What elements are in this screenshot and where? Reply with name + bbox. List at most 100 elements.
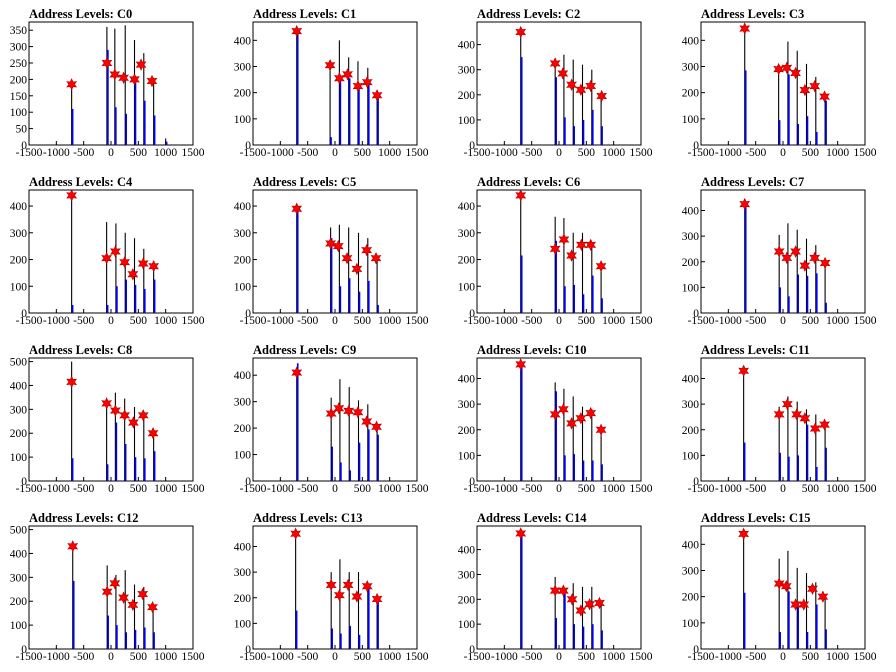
chart-title: Address Levels: C1 (253, 7, 356, 21)
peak-marker (325, 407, 337, 420)
x-tick-label: 0 (332, 315, 338, 327)
peak-marker (351, 590, 363, 603)
peak-marker (575, 411, 587, 425)
y-tick-label: 300 (682, 399, 700, 411)
peak-marker (324, 58, 336, 72)
x-tick-label: -1500 (688, 483, 715, 495)
chart-svg: Address Levels: C14 0 100 200 300 400 -1500 -10… (458, 511, 653, 663)
plot-frame (28, 357, 194, 482)
peak-marker (66, 78, 78, 91)
peak-marker (798, 598, 810, 611)
chart-panel-1: Address Levels: C1 0 100 200 300 400 -1500 -100… (224, 0, 448, 168)
chart-panel-10: Address Levels: C10 0 100 200 300 400 -1500 -10… (448, 336, 672, 504)
peak-marker (148, 259, 160, 273)
peak-marker (351, 262, 363, 276)
y-tick-label: 300 (10, 572, 28, 584)
peak-marker (549, 242, 561, 256)
chart-title: Address Levels: C12 (29, 511, 139, 525)
peak-marker (781, 251, 793, 265)
peak-marker (361, 75, 373, 89)
y-tick-label: 0 (693, 476, 699, 488)
x-tick-label: 500 (130, 315, 148, 327)
x-tick-label: 500 (354, 315, 372, 327)
chart-panel-8: Address Levels: C8 0 100 200 300 400 500 -1500-… (0, 336, 224, 504)
x-tick-label: -1500 (464, 651, 491, 663)
x-tick-label: 1000 (602, 147, 625, 159)
chart-title: Address Levels: C5 (253, 175, 356, 189)
y-tick-label: 400 (10, 380, 28, 392)
y-tick-label: 200 (458, 594, 476, 606)
x-tick-label: 1500 (406, 651, 429, 663)
x-tick-label: 1000 (826, 483, 849, 495)
peak-marker (109, 68, 121, 81)
x-tick-label: 0 (108, 315, 114, 327)
peak-marker (575, 83, 587, 97)
x-tick-label: 500 (802, 651, 820, 663)
plot-frame (476, 525, 642, 650)
x-tick-label: 500 (578, 315, 596, 327)
peak-marker (595, 423, 607, 436)
x-tick-label: 1000 (602, 483, 625, 495)
y-tick-label: 300 (458, 65, 476, 77)
peak-marker (137, 409, 149, 422)
chart-panel-0: Address Levels: C0 0 50 100 150 200 250 300 350 -… (0, 0, 224, 168)
x-tick-label: 1000 (826, 651, 849, 663)
peak-marker (819, 90, 830, 103)
x-tick-label: -1500 (240, 147, 267, 159)
y-tick-label: 100 (682, 618, 700, 630)
chart-title: Address Levels: C3 (701, 7, 804, 21)
plot-frame (28, 189, 194, 314)
x-tick-label: -1500 (16, 651, 43, 663)
peak-marker (371, 89, 383, 102)
y-tick-label: 0 (21, 308, 27, 320)
x-tick-label: 1500 (854, 483, 877, 495)
y-tick-label: 100 (458, 450, 476, 462)
peak-marker (515, 25, 527, 39)
y-tick-label: 400 (234, 35, 252, 47)
x-tick-label: -1500 (464, 315, 491, 327)
x-tick-label: 1500 (630, 483, 653, 495)
peak-marker (361, 243, 373, 257)
peak-marker (566, 78, 577, 91)
x-tick-label: 1500 (854, 147, 877, 159)
x-tick-label: -500 (745, 483, 766, 495)
y-tick-label: 0 (245, 140, 251, 152)
chart-panel-6: Address Levels: C6 0 100 200 300 400 -1500 -100… (448, 168, 672, 336)
y-tick-label: 300 (10, 404, 28, 416)
chart-svg: Address Levels: C1 0 100 200 300 400 -1500 -100… (234, 7, 429, 159)
chart-svg: Address Levels: C80100200300400500-1500-… (10, 343, 205, 495)
peak-marker (118, 71, 129, 84)
x-tick-label: 0 (780, 147, 786, 159)
x-tick-label: 500 (130, 483, 148, 495)
x-tick-label: -1000 (43, 483, 70, 495)
chart-title: Address Levels: C10 (477, 343, 587, 357)
chart-svg: Address Levels: C10 0 100 200 300 400 -1500 -10… (458, 343, 653, 495)
y-tick-label: 400 (234, 201, 252, 213)
x-tick-label: -500 (297, 147, 318, 159)
peak-marker (819, 256, 831, 270)
peak-marker (575, 604, 587, 617)
y-tick-label: 50 (16, 124, 28, 136)
peak-marker (333, 588, 345, 602)
peak-marker (566, 417, 577, 430)
peak-marker (127, 268, 139, 281)
peak-marker (773, 245, 785, 258)
y-tick-label: 250 (10, 58, 28, 70)
y-tick-label: 200 (10, 596, 28, 608)
chart-title: Address Levels: C8 (29, 343, 132, 357)
x-tick-label: 1500 (630, 147, 653, 159)
x-tick-label: -1000 (491, 651, 518, 663)
x-tick-label: -1500 (240, 315, 267, 327)
peak-marker (739, 197, 751, 211)
y-tick-label: 150 (10, 91, 28, 103)
peak-marker (781, 397, 793, 411)
y-tick-label: 400 (682, 539, 700, 551)
x-tick-label: -500 (297, 651, 318, 663)
y-tick-label: 300 (234, 397, 252, 409)
y-tick-label: 100 (682, 282, 700, 294)
x-tick-label: 0 (108, 147, 114, 159)
chart-panel-4: Address Levels: C4 0 100 200 300 400 -1500 -100… (0, 168, 224, 336)
y-tick-label: 200 (682, 88, 700, 100)
x-tick-label: 1000 (826, 315, 849, 327)
